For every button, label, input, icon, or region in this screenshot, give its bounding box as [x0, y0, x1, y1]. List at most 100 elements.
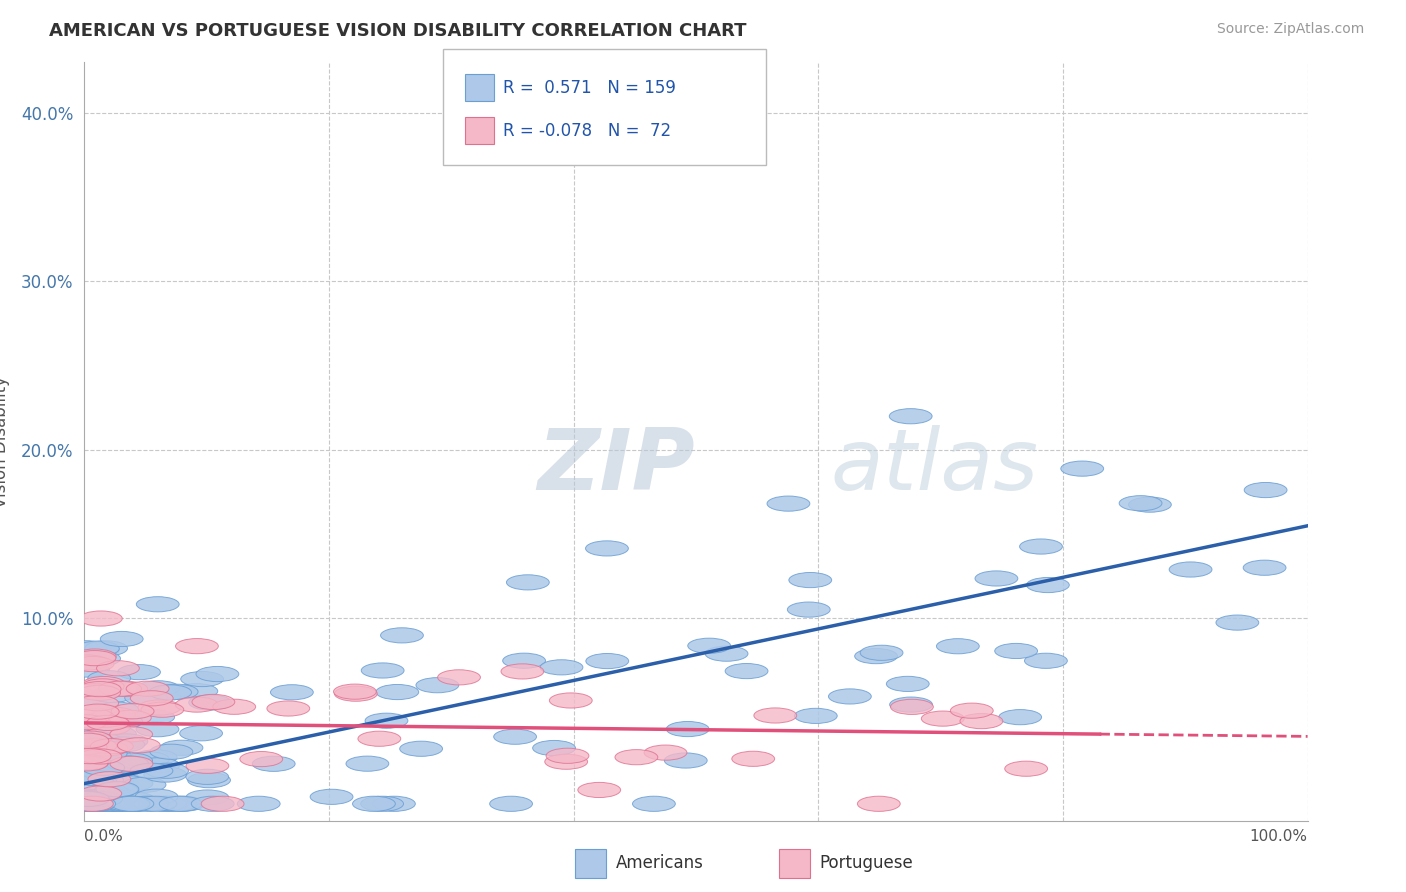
- Ellipse shape: [75, 797, 117, 812]
- Ellipse shape: [75, 774, 117, 789]
- Ellipse shape: [540, 660, 583, 675]
- Ellipse shape: [76, 797, 118, 812]
- Ellipse shape: [159, 797, 202, 812]
- Ellipse shape: [546, 748, 589, 764]
- Ellipse shape: [86, 715, 129, 731]
- Ellipse shape: [134, 797, 177, 812]
- Ellipse shape: [181, 672, 224, 687]
- Text: AMERICAN VS PORTUGUESE VISION DISABILITY CORRELATION CHART: AMERICAN VS PORTUGUESE VISION DISABILITY…: [49, 22, 747, 40]
- Ellipse shape: [666, 722, 709, 737]
- Ellipse shape: [706, 646, 748, 661]
- Ellipse shape: [65, 694, 107, 709]
- Ellipse shape: [886, 676, 929, 691]
- Ellipse shape: [93, 707, 135, 723]
- Ellipse shape: [333, 684, 377, 699]
- Ellipse shape: [101, 737, 145, 752]
- Ellipse shape: [361, 797, 404, 812]
- Ellipse shape: [201, 797, 245, 812]
- Ellipse shape: [100, 797, 143, 812]
- Ellipse shape: [79, 681, 121, 697]
- Ellipse shape: [860, 645, 903, 660]
- Ellipse shape: [79, 731, 122, 747]
- Ellipse shape: [79, 749, 122, 764]
- Ellipse shape: [75, 739, 117, 754]
- Ellipse shape: [754, 708, 797, 723]
- Ellipse shape: [858, 797, 900, 812]
- Ellipse shape: [69, 797, 111, 812]
- Ellipse shape: [67, 789, 111, 804]
- Ellipse shape: [136, 757, 180, 772]
- Ellipse shape: [950, 703, 993, 718]
- Ellipse shape: [195, 666, 239, 681]
- Ellipse shape: [79, 786, 122, 801]
- Ellipse shape: [129, 764, 173, 779]
- Ellipse shape: [65, 640, 107, 656]
- Ellipse shape: [311, 789, 353, 805]
- Ellipse shape: [87, 747, 131, 762]
- Ellipse shape: [73, 649, 117, 665]
- Ellipse shape: [69, 713, 112, 728]
- Ellipse shape: [65, 720, 108, 735]
- Ellipse shape: [586, 654, 628, 669]
- Ellipse shape: [90, 739, 134, 754]
- Ellipse shape: [65, 756, 108, 771]
- Ellipse shape: [503, 653, 546, 668]
- Ellipse shape: [136, 597, 179, 612]
- Ellipse shape: [76, 696, 118, 711]
- Ellipse shape: [83, 797, 127, 812]
- Ellipse shape: [82, 679, 124, 694]
- Ellipse shape: [77, 651, 121, 666]
- Ellipse shape: [731, 751, 775, 766]
- Ellipse shape: [105, 734, 148, 749]
- Ellipse shape: [118, 738, 160, 753]
- Ellipse shape: [335, 686, 377, 701]
- Ellipse shape: [73, 797, 115, 812]
- Ellipse shape: [1025, 653, 1067, 668]
- Ellipse shape: [176, 697, 218, 712]
- Ellipse shape: [80, 791, 122, 806]
- Ellipse shape: [66, 791, 110, 806]
- Ellipse shape: [238, 797, 280, 812]
- Ellipse shape: [143, 767, 187, 782]
- Ellipse shape: [66, 755, 108, 770]
- Ellipse shape: [180, 726, 222, 741]
- Ellipse shape: [112, 797, 155, 812]
- Ellipse shape: [381, 628, 423, 643]
- Ellipse shape: [84, 741, 128, 756]
- Ellipse shape: [84, 797, 127, 812]
- Ellipse shape: [132, 709, 174, 724]
- Ellipse shape: [124, 777, 166, 792]
- Text: 100.0%: 100.0%: [1250, 829, 1308, 844]
- Ellipse shape: [936, 639, 979, 654]
- Ellipse shape: [550, 693, 592, 708]
- Ellipse shape: [80, 772, 124, 788]
- Ellipse shape: [186, 769, 229, 784]
- Ellipse shape: [69, 731, 111, 747]
- Ellipse shape: [494, 729, 537, 744]
- Ellipse shape: [136, 722, 179, 737]
- Ellipse shape: [665, 753, 707, 768]
- Ellipse shape: [186, 758, 229, 773]
- Ellipse shape: [100, 632, 143, 647]
- Ellipse shape: [65, 739, 107, 755]
- Ellipse shape: [76, 704, 120, 719]
- Ellipse shape: [176, 639, 218, 654]
- Ellipse shape: [90, 797, 134, 812]
- Ellipse shape: [65, 797, 108, 812]
- Ellipse shape: [191, 797, 235, 812]
- Ellipse shape: [79, 737, 122, 752]
- Ellipse shape: [73, 650, 115, 665]
- Ellipse shape: [361, 663, 404, 678]
- Ellipse shape: [111, 704, 155, 719]
- Ellipse shape: [108, 710, 152, 725]
- Text: 0.0%: 0.0%: [84, 829, 124, 844]
- Ellipse shape: [794, 708, 837, 723]
- Ellipse shape: [66, 797, 108, 812]
- Ellipse shape: [77, 685, 121, 700]
- Ellipse shape: [86, 729, 128, 744]
- Ellipse shape: [1129, 497, 1171, 512]
- Ellipse shape: [186, 790, 229, 805]
- Ellipse shape: [80, 733, 122, 748]
- Ellipse shape: [73, 738, 117, 753]
- Ellipse shape: [84, 746, 127, 761]
